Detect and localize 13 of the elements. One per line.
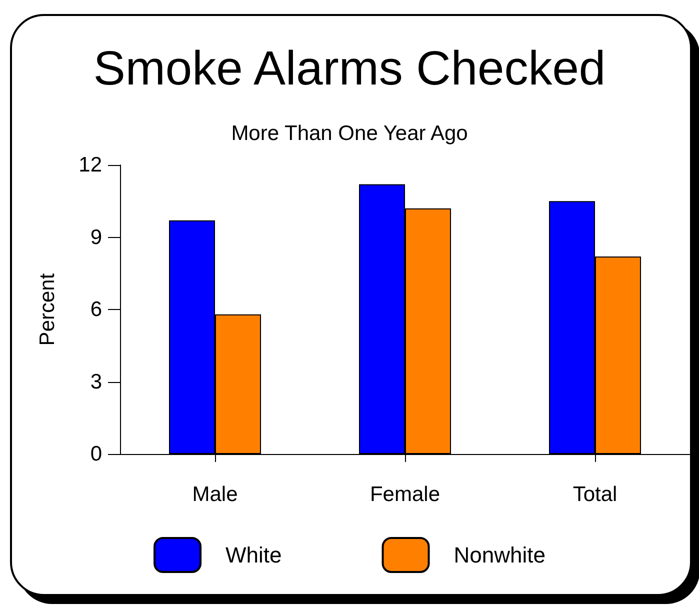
y-tick-label: 6: [90, 298, 102, 321]
chart-subtitle: More Than One Year Ago: [231, 122, 468, 145]
y-tick-label: 0: [90, 442, 102, 466]
y-tick-label: 3: [90, 370, 102, 394]
x-tick-label: Male: [192, 483, 238, 506]
y-tick-label: 12: [78, 154, 102, 176]
y-tick-label: 9: [90, 226, 102, 249]
x-tick-label: Total: [572, 483, 618, 506]
y-axis-title: Percent: [36, 273, 59, 346]
x-tick-label: Female: [370, 483, 440, 506]
legend-label: White: [226, 542, 282, 568]
legend-label: Nonwhite: [454, 542, 546, 568]
chart-title: Smoke Alarms Checked: [93, 42, 606, 96]
